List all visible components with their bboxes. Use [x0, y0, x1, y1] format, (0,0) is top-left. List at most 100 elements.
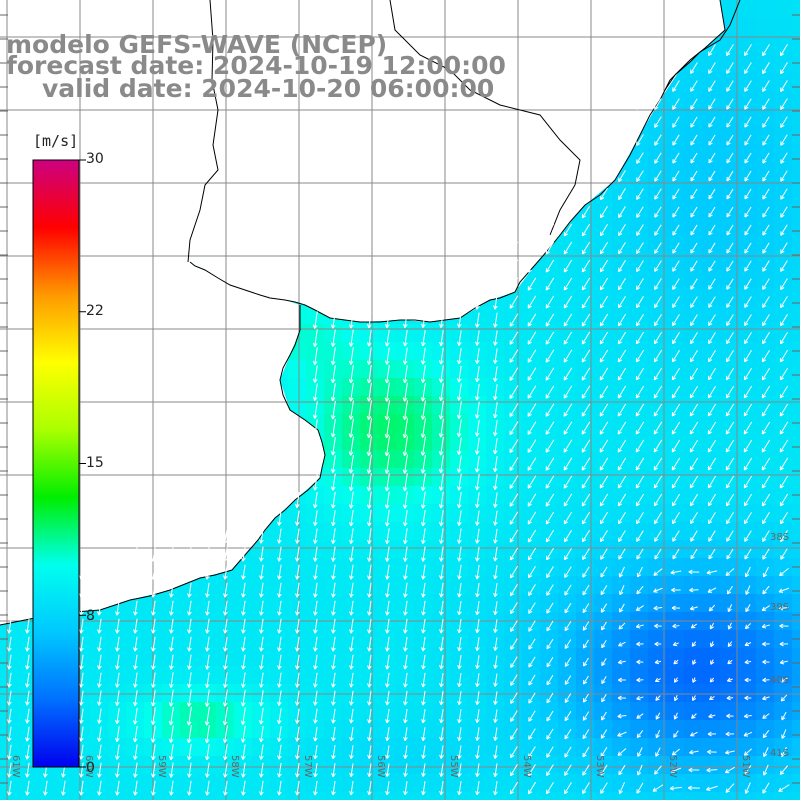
wind-speed-cell — [720, 648, 739, 667]
wind-arrow — [780, 278, 788, 290]
wind-speed-cell — [594, 288, 613, 307]
wind-speed-cell — [540, 270, 559, 289]
wind-arrow — [744, 314, 752, 326]
wind-speed-cell — [774, 486, 793, 505]
wind-speed-cell — [594, 774, 613, 793]
wind-speed-cell — [594, 378, 613, 397]
wind-speed-cell — [756, 288, 775, 307]
wind-speed-cell — [468, 702, 487, 721]
wind-speed-cell — [540, 252, 559, 271]
wind-arrow — [618, 134, 626, 147]
wind-speed-cell — [684, 756, 703, 775]
wind-speed-cell — [702, 576, 721, 595]
wind-speed-cell — [252, 666, 271, 685]
wind-speed-cell — [234, 630, 253, 649]
wind-speed-cell — [486, 792, 505, 800]
wind-speed-cell — [432, 630, 451, 649]
wind-speed-cell — [324, 414, 343, 433]
wind-arrow — [672, 224, 680, 236]
wind-speed-cell — [666, 108, 685, 127]
lat-label: 38S — [770, 532, 789, 543]
wind-speed-cell — [522, 540, 541, 559]
wind-arrow — [671, 349, 680, 363]
wind-arrow — [420, 330, 426, 347]
wind-arrow — [420, 365, 426, 383]
colorbar-unit: [m/s] — [33, 132, 79, 150]
wind-speed-cell — [0, 774, 19, 793]
wind-speed-cell — [36, 792, 55, 800]
wind-speed-cell — [504, 576, 523, 595]
wind-speed-cell — [720, 342, 739, 361]
wind-arrow — [384, 364, 390, 384]
wind-arrow — [708, 98, 716, 110]
wind-speed-cell — [702, 504, 721, 523]
wind-speed-cell — [684, 396, 703, 415]
wind-speed-cell — [378, 414, 397, 433]
wind-speed-cell — [486, 630, 505, 649]
wind-speed-cell — [306, 594, 325, 613]
wind-speed-cell — [126, 756, 145, 775]
wind-speed-cell — [738, 450, 757, 469]
wind-speed-cell — [774, 558, 793, 577]
wind-arrow — [690, 170, 698, 182]
wind-speed-cell — [558, 792, 577, 800]
wind-speed-cell — [720, 522, 739, 541]
wind-arrow — [617, 295, 626, 309]
wind-speed-cell — [792, 306, 800, 325]
wind-speed-cell — [756, 342, 775, 361]
wind-arrow — [599, 223, 608, 237]
wind-speed-cell — [774, 720, 793, 739]
wind-speed-cell — [576, 774, 595, 793]
wind-arrow — [618, 224, 626, 237]
wind-speed-cell — [720, 738, 739, 757]
wind-arrow — [672, 134, 680, 146]
wind-speed-cell — [504, 468, 523, 487]
wind-arrow — [545, 349, 555, 363]
wind-arrow — [690, 80, 698, 92]
wind-arrow — [527, 259, 537, 273]
wind-speed-cell — [324, 522, 343, 541]
wind-speed-cell — [306, 720, 325, 739]
wind-speed-cell — [792, 432, 800, 451]
wind-speed-cell — [522, 450, 541, 469]
wind-speed-cell — [684, 144, 703, 163]
wind-speed-cell — [612, 756, 631, 775]
wind-arrow — [743, 349, 752, 363]
wind-speed-cell — [450, 432, 469, 451]
wind-speed-cell — [738, 522, 757, 541]
wind-speed-cell — [576, 792, 595, 800]
wind-speed-cell — [90, 756, 109, 775]
wind-speed-cell — [648, 774, 667, 793]
wind-speed-cell — [648, 522, 667, 541]
wind-speed-cell — [684, 378, 703, 397]
wind-speed-cell — [576, 738, 595, 757]
wind-speed-cell — [720, 108, 739, 127]
wind-speed-cell — [414, 648, 433, 667]
wind-speed-cell — [504, 504, 523, 523]
wind-speed-cell — [792, 540, 800, 559]
wind-speed-cell — [774, 288, 793, 307]
wind-speed-cell — [432, 396, 451, 415]
wind-speed-cell — [288, 396, 307, 415]
wind-speed-cell — [378, 756, 397, 775]
wind-speed-cell — [756, 162, 775, 181]
wind-arrow — [744, 98, 752, 110]
wind-speed-cell — [414, 540, 433, 559]
wind-speed-cell — [612, 774, 631, 793]
wind-arrow — [744, 134, 752, 146]
wind-speed-cell — [684, 342, 703, 361]
wind-speed-cell — [522, 522, 541, 541]
wind-speed-cell — [108, 630, 127, 649]
wind-speed-cell — [792, 324, 800, 343]
wind-speed-cell — [486, 396, 505, 415]
wind-speed-cell — [396, 414, 415, 433]
wind-speed-cell — [414, 522, 433, 541]
wind-speed-cell — [558, 432, 577, 451]
wind-speed-cell — [594, 468, 613, 487]
wind-speed-cell — [540, 576, 559, 595]
wind-speed-cell — [342, 648, 361, 667]
wind-speed-cell — [378, 450, 397, 469]
wind-speed-cell — [576, 324, 595, 343]
wind-speed-cell — [648, 342, 667, 361]
wind-speed-cell — [594, 216, 613, 235]
